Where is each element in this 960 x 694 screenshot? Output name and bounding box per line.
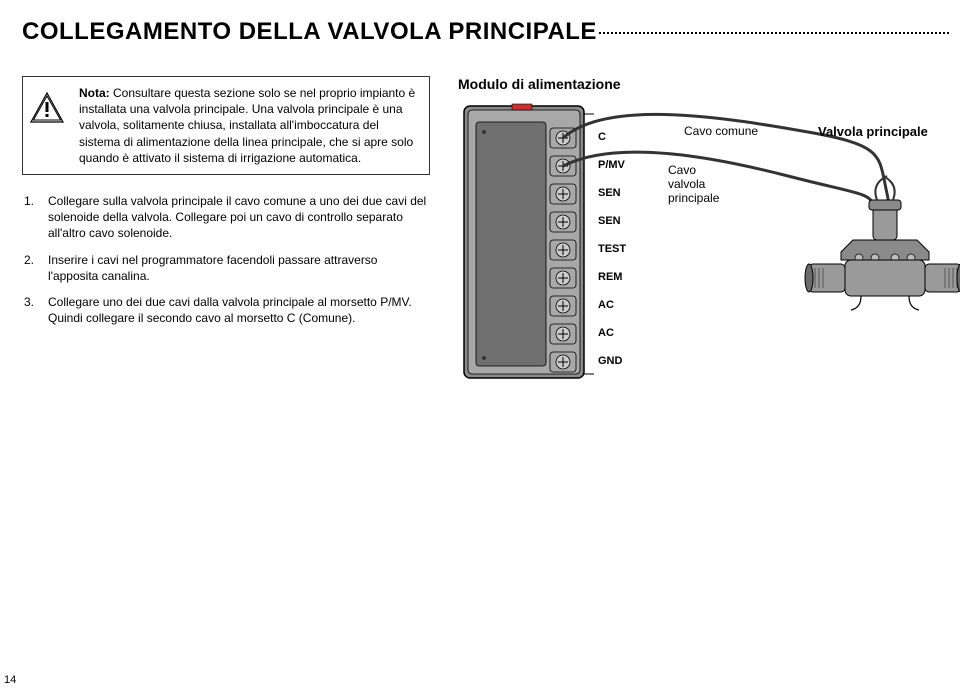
common-wire-label: Cavo comune (684, 124, 758, 138)
diagram: CP/MVSENSENTESTREMACACGND (458, 100, 938, 480)
step-num: 3. (24, 294, 38, 326)
valve-icon (803, 170, 960, 340)
content-wrap: Nota: Consultare questa sezione solo se … (0, 46, 960, 480)
note-box: Nota: Consultare questa sezione solo se … (22, 76, 430, 175)
note-body: Consultare questa sezione solo se nel pr… (79, 86, 415, 165)
left-column: Nota: Consultare questa sezione solo se … (22, 76, 430, 480)
valve-wire-line: valvola (668, 177, 705, 191)
note-text: Nota: Consultare questa sezione solo se … (79, 77, 429, 174)
step-text: Inserire i cavi nel programmatore facend… (48, 252, 430, 284)
note-label: Nota: (79, 86, 110, 100)
step-text: Collegare sulla valvola principale il ca… (48, 193, 430, 242)
valve-wire-line: principale (668, 191, 719, 205)
step-num: 2. (24, 252, 38, 284)
page-title: COLLEGAMENTO DELLA VALVOLA PRINCIPALE (0, 0, 960, 46)
warning-icon (29, 91, 65, 130)
step-text: Collegare uno dei due cavi dalla valvola… (48, 294, 430, 326)
list-item: 3. Collegare uno dei due cavi dalla valv… (24, 294, 430, 326)
right-column: Modulo di alimentazione (458, 76, 938, 480)
valve-wire-line: Cavo (668, 163, 696, 177)
page-number: 14 (4, 674, 16, 686)
step-num: 1. (24, 193, 38, 242)
list-item: 1. Collegare sulla valvola principale il… (24, 193, 430, 242)
main-valve-label: Valvola principale (818, 124, 928, 139)
step-list: 1. Collegare sulla valvola principale il… (22, 193, 430, 326)
valve-wire-label: Cavo valvola principale (668, 164, 719, 205)
list-item: 2. Inserire i cavi nel programmatore fac… (24, 252, 430, 284)
module-title: Modulo di alimentazione (458, 76, 938, 92)
